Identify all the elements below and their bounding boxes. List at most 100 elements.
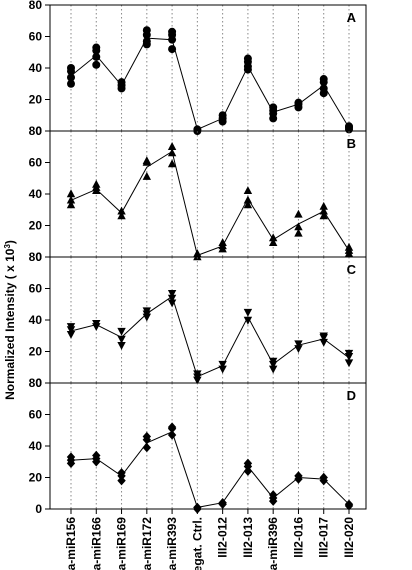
data-point <box>117 211 126 220</box>
data-point <box>193 502 202 513</box>
y-axis-title-end: ) <box>3 240 17 244</box>
x-tick-label: III2-013 <box>241 517 255 558</box>
data-point <box>344 359 354 368</box>
data-point <box>167 290 177 298</box>
y-axis-title-main: Normalized Intensity ( x 10 <box>3 248 17 400</box>
data-point <box>319 84 328 93</box>
data-point <box>243 200 253 209</box>
panel-label: B <box>347 136 356 151</box>
data-point <box>319 211 328 220</box>
y-tick-label: 0 <box>35 250 42 264</box>
data-point <box>218 360 227 369</box>
data-point <box>294 222 303 231</box>
y-tick-label: 80 <box>29 250 43 264</box>
data-point <box>294 345 303 354</box>
data-point <box>67 79 75 88</box>
data-point <box>117 342 126 350</box>
data-point <box>142 171 152 180</box>
data-point <box>66 200 76 209</box>
data-point <box>319 201 328 210</box>
data-point <box>117 206 126 215</box>
data-point <box>218 365 227 374</box>
data-point <box>167 299 177 308</box>
data-point <box>319 338 328 347</box>
series-line <box>70 37 350 131</box>
panel-label: C <box>347 262 357 277</box>
y-tick-label: 60 <box>29 282 43 296</box>
y-axis-title-exponent: 3 <box>3 244 12 249</box>
data-point <box>193 370 202 379</box>
data-point <box>92 319 101 328</box>
data-point <box>243 308 253 317</box>
x-tick-label: osa-miR396 <box>266 517 280 570</box>
data-point <box>193 249 202 258</box>
data-point <box>294 340 303 349</box>
y-tick-label: 0 <box>35 124 42 138</box>
y-tick-label: 60 <box>29 408 43 422</box>
y-tick-label: 0 <box>35 376 42 390</box>
data-point <box>243 466 253 476</box>
data-point <box>344 242 354 251</box>
data-point <box>243 316 253 325</box>
data-point <box>92 52 101 61</box>
data-point <box>319 472 328 483</box>
x-tick-label: III2-017 <box>317 517 331 558</box>
y-tick-label: 60 <box>29 156 43 170</box>
data-point <box>92 179 101 188</box>
y-tick-label: 20 <box>29 471 43 485</box>
y-tick-label: 20 <box>29 345 43 359</box>
x-tick-label: osa-miR169 <box>115 517 129 570</box>
x-tick-label: osa-miR156 <box>64 517 78 570</box>
data-point <box>67 73 75 82</box>
x-tick-label: III2-016 <box>291 517 305 558</box>
data-point <box>269 103 278 112</box>
y-tick-label: 20 <box>29 93 43 107</box>
data-point <box>167 148 177 157</box>
data-point <box>117 468 126 478</box>
y-tick-label: 20 <box>29 219 43 233</box>
data-point <box>66 323 76 331</box>
data-point <box>243 54 252 63</box>
data-point <box>268 357 278 366</box>
data-point <box>168 45 177 54</box>
panel-frame <box>49 382 367 510</box>
data-point <box>268 490 278 500</box>
y-axis-title: Normalized Intensity ( x 103) <box>3 240 18 400</box>
y-tick-label: 40 <box>29 61 43 75</box>
data-point <box>117 335 126 344</box>
data-point <box>167 430 177 440</box>
x-tick-label: osa-miR166 <box>89 517 103 570</box>
y-tick-label: 40 <box>29 187 43 201</box>
data-point <box>243 458 253 469</box>
data-point <box>294 228 303 237</box>
data-point <box>67 64 75 72</box>
data-point <box>117 78 126 87</box>
x-tick-label: III2-020 <box>342 517 356 558</box>
x-tick-label: osa-miR393 <box>165 517 179 570</box>
panel-label: A <box>347 10 357 25</box>
y-tick-label: 0 <box>35 502 42 516</box>
data-point <box>319 75 328 84</box>
data-point <box>218 238 227 247</box>
series-line <box>70 431 350 508</box>
data-point <box>319 332 328 341</box>
x-tick-label: osa-miR172 <box>140 517 154 570</box>
data-point <box>142 37 151 46</box>
data-point <box>142 431 152 442</box>
y-tick-label: 60 <box>29 30 43 44</box>
x-tick-label: Negat. Ctrl. <box>190 517 204 570</box>
data-point <box>344 349 354 358</box>
data-point <box>167 294 177 303</box>
y-tick-label: 40 <box>29 439 43 453</box>
series-line <box>70 295 350 378</box>
data-point <box>218 111 227 120</box>
data-point <box>167 422 177 432</box>
data-point <box>344 499 354 509</box>
data-point <box>142 307 152 316</box>
data-point <box>167 142 177 150</box>
plot-layer: 0 20 40 60 80 A 0 20 40 60 80 B 0 20 40 60 80 C 0 20 40 60 80 D… <box>29 0 367 570</box>
data-point <box>345 122 353 131</box>
data-point <box>268 365 278 374</box>
y-tick-label: 80 <box>29 0 43 12</box>
